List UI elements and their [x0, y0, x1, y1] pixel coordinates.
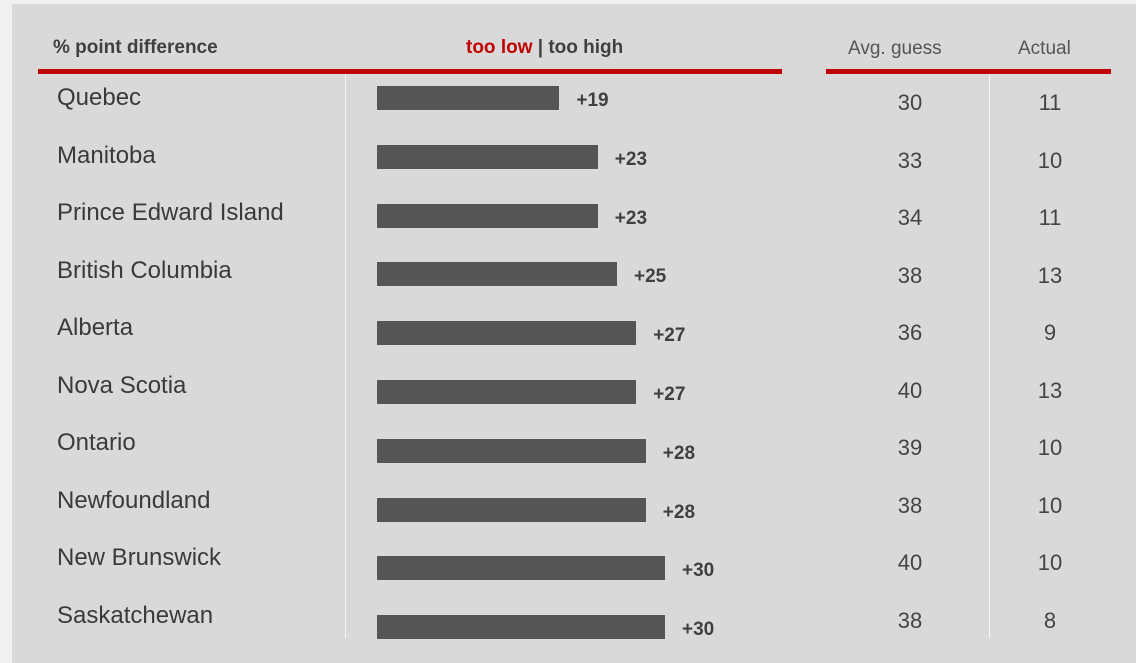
- chart-row: New Brunswick +30 40 10: [0, 534, 1136, 591]
- bar: [377, 203, 598, 228]
- actual-value: 10: [1037, 492, 1063, 518]
- chart-row: Prince Edward Island +23 34 11: [0, 189, 1136, 246]
- avg-guess-value: 40: [897, 377, 923, 403]
- actual-value: 10: [1037, 550, 1063, 575]
- bar-value-label: +28: [662, 501, 696, 523]
- bar: [377, 438, 646, 463]
- actual-value: 10: [1037, 147, 1063, 173]
- header-rule-right: [826, 69, 1111, 74]
- category-label: Prince Edward Island: [57, 199, 284, 226]
- actual-value: 10: [1037, 435, 1063, 460]
- bar-value-label: +28: [662, 442, 696, 464]
- chart-row: Newfoundland +28 38 10: [0, 477, 1136, 534]
- avg-guess-value: 33: [897, 147, 923, 173]
- actual-value: 11: [1038, 90, 1062, 115]
- category-label: New Brunswick: [57, 544, 222, 571]
- avg-guess-value: 38: [897, 262, 923, 288]
- avg-guess-value: 36: [897, 320, 923, 345]
- header-rule-left: [38, 69, 782, 74]
- legend-header: too low | too high: [466, 37, 623, 59]
- avg-guess-value: 38: [897, 607, 923, 633]
- bar-value-label: +27: [653, 325, 686, 347]
- chart-row: Alberta +27 36 9: [0, 304, 1136, 361]
- category-label: Newfoundland: [57, 486, 211, 514]
- bar: [377, 321, 637, 346]
- chart-row: Nova Scotia +27 40 13: [0, 362, 1136, 419]
- category-label: Quebec: [57, 84, 142, 111]
- avg-guess-value: 40: [897, 550, 923, 575]
- bar-value-label: +30: [682, 619, 715, 641]
- chart-row: Manitoba +23 33 10: [0, 132, 1136, 189]
- bar: [377, 615, 665, 640]
- bar-value-label: +19: [576, 90, 609, 111]
- bar-value-label: +23: [614, 207, 648, 229]
- category-label: British Columbia: [57, 256, 232, 284]
- bar: [377, 86, 560, 110]
- actual-value: 9: [1043, 320, 1057, 345]
- column-header-actual: Actual: [1018, 38, 1071, 59]
- bar: [377, 262, 617, 287]
- bar: [377, 380, 637, 404]
- avg-guess-value: 38: [897, 492, 923, 518]
- bar: [377, 497, 646, 522]
- category-label: Ontario: [57, 429, 136, 456]
- category-label: Alberta: [57, 314, 134, 341]
- category-label: Nova Scotia: [57, 371, 187, 399]
- bar-value-label: +23: [614, 148, 648, 170]
- divider-label-bar: [345, 74, 346, 638]
- category-label: Saskatchewan: [57, 601, 214, 629]
- avg-guess-value: 30: [897, 90, 923, 115]
- chart-row: Ontario +28 39 10: [0, 419, 1136, 476]
- bar: [377, 144, 598, 169]
- chart-row: Quebec +19 30 11: [0, 74, 1136, 131]
- avg-guess-value: 34: [897, 205, 923, 230]
- legend-separator: |: [532, 37, 549, 58]
- actual-value: 11: [1038, 205, 1062, 230]
- bar-value-label: +25: [634, 266, 667, 288]
- bar-value-label: +27: [653, 384, 686, 405]
- divider-guess-actual: [989, 74, 990, 638]
- bar: [377, 556, 665, 581]
- chart-row: Saskatchewan +30 38 8: [0, 592, 1136, 649]
- avg-guess-value: 39: [897, 435, 923, 460]
- legend-too-high: too high: [548, 37, 624, 58]
- legend-too-low: too low: [466, 37, 533, 58]
- bar-value-label: +30: [682, 560, 715, 582]
- column-header-difference: % point difference: [53, 37, 218, 58]
- chart-row: British Columbia +25 38 13: [0, 247, 1136, 304]
- actual-value: 13: [1037, 262, 1063, 288]
- category-label: Manitoba: [57, 141, 156, 169]
- actual-value: 13: [1037, 377, 1063, 403]
- actual-value: 8: [1043, 607, 1057, 633]
- column-header-avg-guess: Avg. guess: [848, 38, 942, 59]
